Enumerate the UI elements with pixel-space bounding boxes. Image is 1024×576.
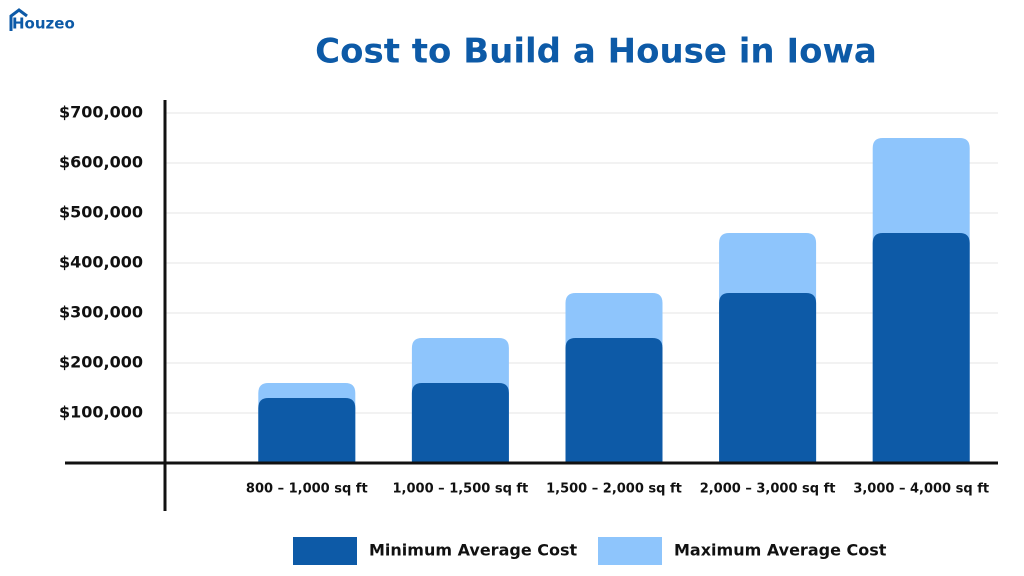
bar	[872, 233, 970, 463]
x-tick-label: 2,000 – 3,000 sq ft	[700, 482, 836, 497]
y-tick-label: $500,000	[59, 203, 143, 222]
x-tick-label: 3,000 – 4,000 sq ft	[853, 482, 989, 497]
legend-swatch	[293, 537, 357, 565]
bar	[411, 383, 509, 463]
y-tick-label: $700,000	[59, 103, 143, 122]
x-tick-label: 1,000 – 1,500 sq ft	[393, 482, 529, 497]
y-tick-label: $200,000	[59, 353, 143, 372]
x-tick-label: 800 – 1,000 sq ft	[246, 482, 368, 497]
y-tick-label: $400,000	[59, 253, 143, 272]
logo-icon	[9, 8, 28, 31]
chart-title: Cost to Build a House in Iowa	[315, 32, 877, 72]
logo: Houzeo	[12, 15, 75, 33]
y-tick-label: $600,000	[59, 153, 143, 172]
y-tick-label: $100,000	[59, 403, 143, 422]
legend-label: Minimum Average Cost	[369, 541, 578, 560]
bar	[258, 398, 356, 463]
y-tick-label: $300,000	[59, 303, 143, 322]
bar	[719, 293, 817, 463]
legend-swatch	[598, 537, 662, 565]
x-tick-label: 1,500 – 2,000 sq ft	[546, 482, 682, 497]
bar	[565, 338, 663, 463]
legend-label: Maximum Average Cost	[674, 541, 887, 560]
